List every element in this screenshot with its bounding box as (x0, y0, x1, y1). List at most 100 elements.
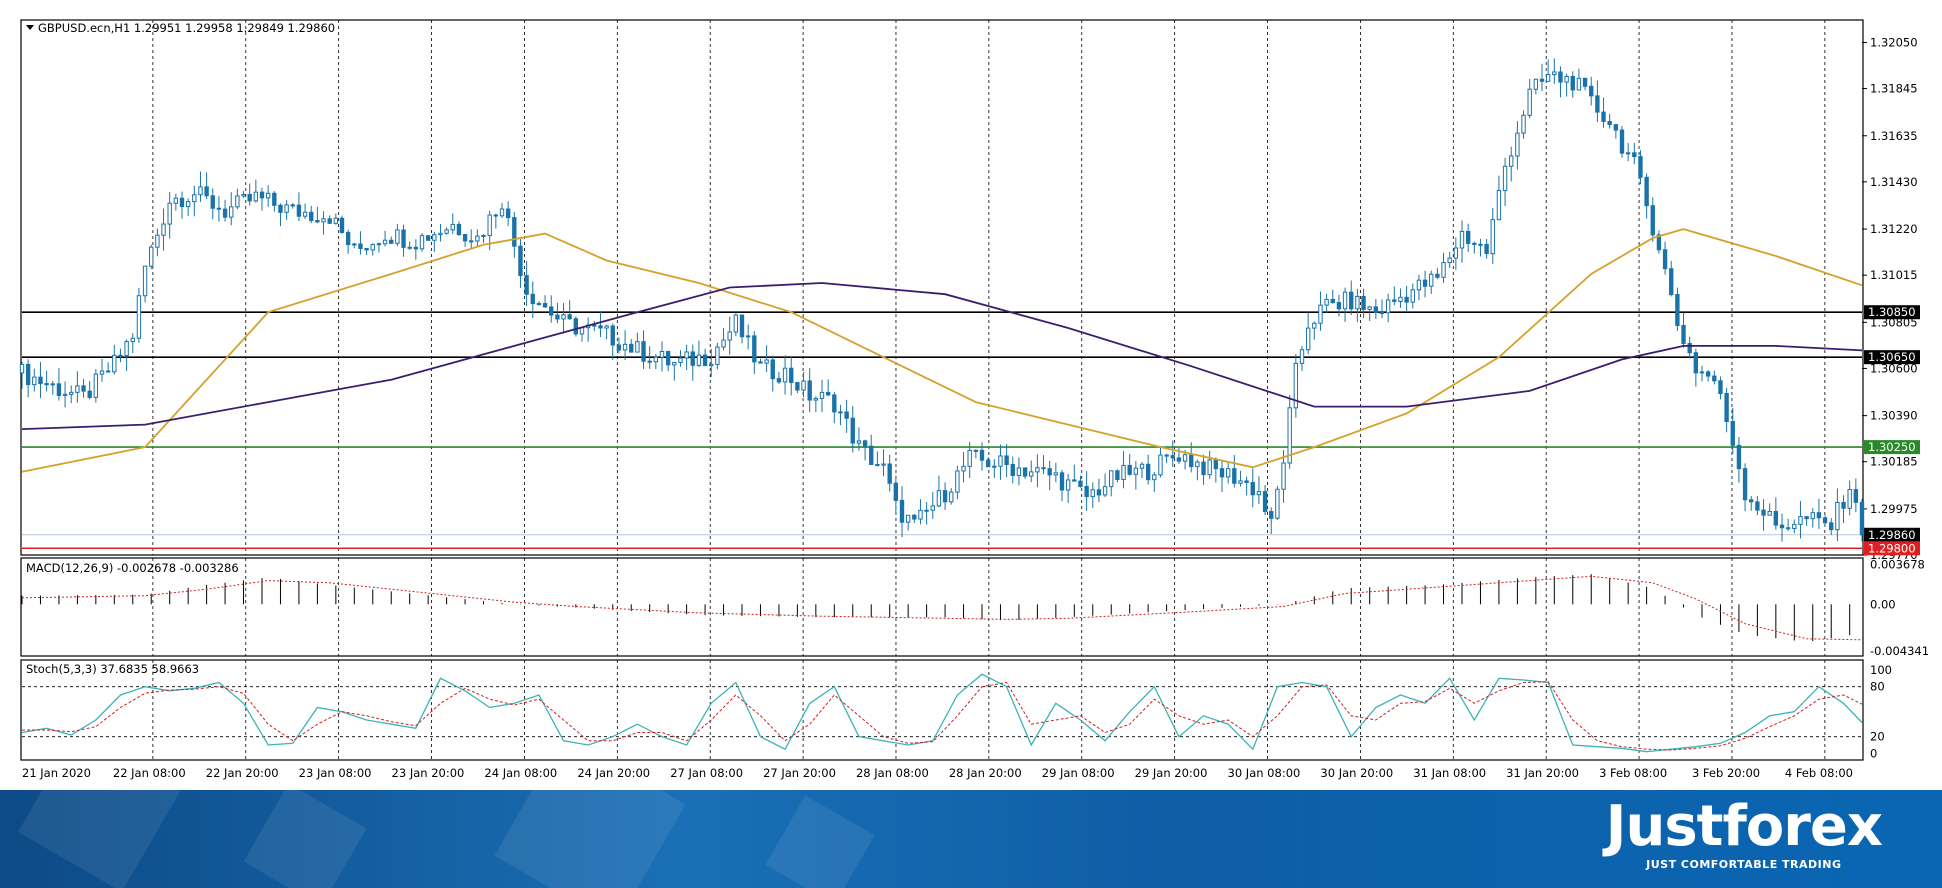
x-tick-label: 27 Jan 08:00 (670, 766, 743, 780)
candle-body (1367, 306, 1372, 310)
candle-body (1035, 467, 1040, 473)
candle-body (1047, 468, 1052, 476)
candle-body (364, 247, 369, 251)
candle-body (924, 509, 929, 512)
candle-body (456, 223, 462, 236)
y-tick-label: 1.31015 (1870, 268, 1918, 282)
candle-body (229, 206, 234, 218)
candle-body (216, 207, 222, 210)
candle-body (887, 463, 892, 484)
candle-body (604, 325, 609, 329)
candle-body (1225, 468, 1231, 478)
candle-body (1675, 294, 1680, 326)
candle-body (339, 217, 345, 233)
candle-body (1139, 463, 1145, 469)
candle-body (1632, 152, 1637, 158)
candle-body (1484, 243, 1489, 255)
candle-body (1416, 279, 1422, 291)
candle-body (149, 246, 154, 267)
candle-body (136, 295, 142, 339)
level-price-tag (1864, 541, 1920, 556)
y-tick-label: 1.30390 (1870, 409, 1918, 423)
candle-body (1232, 468, 1237, 484)
candle-body (1262, 491, 1268, 513)
x-tick-label: 24 Jan 08:00 (484, 766, 557, 780)
candle-body (1662, 249, 1668, 270)
candle-body (1312, 322, 1317, 329)
candle-body (62, 393, 68, 396)
candle-body (1829, 522, 1834, 531)
candle-body (838, 411, 843, 414)
candle-body (1478, 243, 1483, 246)
candle-body (850, 417, 855, 444)
x-tick-label: 23 Jan 08:00 (299, 766, 372, 780)
x-tick-label: 3 Feb 20:00 (1692, 766, 1760, 780)
candle-body (1459, 230, 1465, 249)
candle-body (973, 449, 979, 452)
candle-body (1447, 257, 1452, 264)
candle-body (1730, 420, 1735, 446)
candle-body (382, 239, 388, 245)
y-tick-label: 1.29975 (1870, 502, 1918, 516)
candle-body (795, 381, 800, 391)
candle-body (1638, 156, 1643, 178)
candle-body (782, 367, 788, 383)
candle-body (893, 482, 899, 501)
candle-body (1527, 88, 1532, 116)
candle-body (87, 390, 92, 398)
candle-body (1601, 111, 1606, 122)
candle-body (345, 231, 351, 245)
candle-body (1773, 511, 1779, 526)
candle-body (832, 394, 837, 413)
price-panel-title: GBPUSD.ecn,H1 1.29951 1.29958 1.29849 1.… (38, 21, 335, 35)
candle-body (1090, 489, 1095, 498)
candle-body (1816, 512, 1822, 519)
candle-body (807, 380, 812, 401)
candle-body (1429, 273, 1434, 287)
candle-body (1804, 516, 1809, 520)
candle-body (69, 391, 74, 395)
candle-body (1607, 120, 1612, 126)
candle-body (1822, 517, 1828, 524)
macd-panel-frame (20, 557, 1864, 657)
macd-signal-line (21, 575, 1863, 641)
candle-body (1693, 352, 1699, 374)
candle-body (1115, 470, 1120, 480)
candle-body (936, 490, 942, 507)
candle-body (38, 376, 43, 385)
candle-body (542, 302, 548, 308)
decorative-shape (765, 795, 875, 888)
candle-body (567, 314, 572, 320)
candle-body (75, 385, 80, 393)
candle-body (1625, 152, 1631, 155)
candle-body (776, 378, 782, 383)
decorative-shape (18, 790, 182, 888)
level-price-label: 1.30850 (1868, 305, 1916, 319)
candle-body (99, 370, 105, 375)
candle-body (124, 341, 129, 357)
trading-chart[interactable]: 21 Jan 2020 22 Jan 08:00 22 Jan 20:00 23 Ja… (0, 0, 1942, 790)
candle-body (1761, 509, 1766, 516)
candle-body (616, 344, 622, 351)
candle-body (1176, 457, 1182, 462)
candle-body (241, 193, 246, 197)
candle-body (185, 201, 191, 208)
y-tick-label: 1.31220 (1870, 222, 1918, 236)
candle-body (549, 306, 554, 316)
candle-body (1552, 71, 1557, 76)
x-tick-label: 31 Jan 08:00 (1413, 766, 1486, 780)
candle-body (665, 350, 671, 366)
candle-body (1490, 219, 1495, 255)
candle-body (1084, 485, 1089, 498)
candle-body (653, 356, 659, 363)
candle-body (272, 192, 277, 206)
candle-body (524, 275, 529, 295)
candle-body (370, 244, 375, 251)
chart-canvas[interactable]: 21 Jan 2020 22 Jan 08:00 22 Jan 20:00 23 Ja… (0, 0, 1942, 790)
candle-body (309, 211, 314, 222)
decorative-shape (494, 790, 686, 888)
candle-body (142, 265, 148, 297)
candle-body (512, 217, 517, 247)
candle-body (684, 351, 689, 359)
candle-body (1207, 459, 1212, 476)
